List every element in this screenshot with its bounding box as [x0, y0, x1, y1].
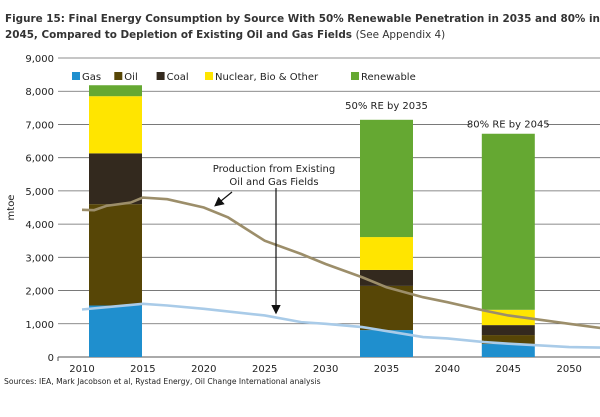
- bar-segment-oil: [481, 335, 535, 345]
- bar-annotation: 50% RE by 2035: [345, 101, 428, 112]
- bar-segment-oil: [89, 204, 142, 306]
- annotation-text: Production from Existing: [213, 164, 335, 175]
- legend-label: Nuclear, Bio & Other: [215, 72, 319, 83]
- line-gas-production: [81, 302, 600, 349]
- y-axis-label: mtoe: [6, 195, 17, 221]
- y-tick-label: 9,000: [25, 54, 54, 65]
- bar-segment-renewable: [360, 119, 413, 238]
- title-text: Figure 15: Final Energy Consumption by S…: [5, 13, 600, 41]
- bar-segment-renewable: [481, 133, 535, 310]
- bar-segment-coal: [481, 325, 535, 336]
- x-tick-label: 2010: [69, 364, 94, 375]
- x-tick-label: 2050: [556, 364, 581, 375]
- legend-label: Renewable: [361, 72, 416, 83]
- x-tick-label: 2025: [252, 364, 277, 375]
- legend-swatch: [114, 72, 123, 80]
- y-tick-label: 5,000: [25, 187, 54, 198]
- x-tick-label: 2035: [374, 364, 399, 375]
- legend-swatch: [351, 72, 359, 80]
- bar-segment-coal: [89, 153, 142, 205]
- bar-segment-nuclear-bio-other: [89, 96, 142, 154]
- annotation-text: Oil and Gas Fields: [229, 177, 318, 188]
- bar-segment-renewable: [89, 85, 142, 97]
- legend-swatch: [156, 72, 165, 80]
- title-suffix: (See Appendix 4): [355, 29, 446, 41]
- y-tick-label: 1,000: [25, 320, 54, 331]
- y-tick-label: 2,000: [25, 287, 54, 298]
- chart-title: Figure 15: Final Energy Consumption by S…: [5, 11, 600, 43]
- legend-label: Oil: [124, 72, 137, 83]
- x-tick-label: 2020: [191, 364, 216, 375]
- y-tick-label: 4,000: [25, 220, 54, 231]
- legend-swatch: [72, 72, 80, 80]
- x-tick-label: 2030: [313, 364, 338, 375]
- legend-label: Coal: [167, 72, 189, 83]
- legend-swatch: [205, 72, 213, 80]
- y-tick-label: 3,000: [25, 253, 54, 264]
- bar-segment-gas: [89, 305, 142, 357]
- bar-segment-nuclear-bio-other: [360, 237, 413, 270]
- x-tick-label: 2045: [496, 364, 521, 375]
- x-tick-label: 2040: [435, 364, 460, 375]
- bar-segment-coal: [360, 269, 413, 286]
- x-tick-label: 2015: [130, 364, 155, 375]
- label-bg: [470, 118, 547, 131]
- line-oil-gas-production: [81, 196, 600, 330]
- y-tick-label: 6,000: [25, 154, 54, 165]
- y-tick-label: 8,000: [25, 87, 54, 98]
- y-tick-label: 7,000: [25, 120, 54, 131]
- arrow-icon: [214, 191, 233, 207]
- source-note: Sources: IEA, Mark Jacobson et al, Rysta…: [4, 377, 321, 386]
- legend-label: Gas: [82, 72, 101, 83]
- y-tick-label: 0: [48, 353, 54, 364]
- bar-annotation: 80% RE by 2045: [467, 120, 550, 131]
- bar-segment-gas: [481, 344, 535, 357]
